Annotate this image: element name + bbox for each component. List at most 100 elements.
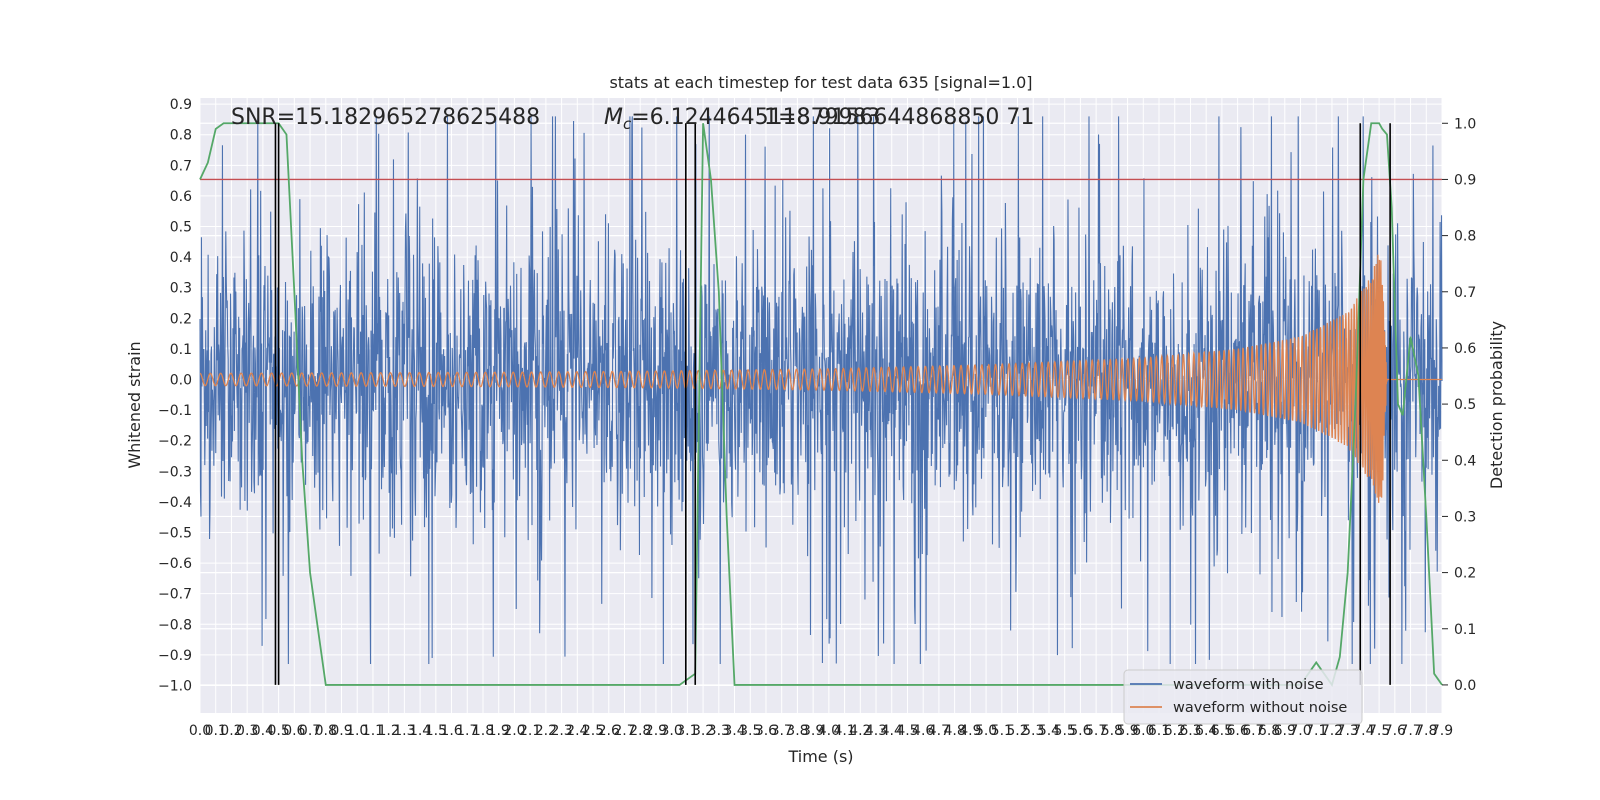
y-tick-label-left: −0.7 xyxy=(158,587,192,603)
y-tick-label-left: −0.3 xyxy=(158,464,192,480)
y-tick-label-left: 0.3 xyxy=(170,281,192,297)
x-tick-label: 6.4 xyxy=(1195,723,1217,739)
mc-annotation: Mc=6.124464511879983 xyxy=(604,105,881,133)
x-tick-label: 1.5 xyxy=(425,723,447,739)
x-tick-label: 7.7 xyxy=(1399,723,1421,739)
y-tick-label-right: 0.9 xyxy=(1454,172,1476,188)
mc-symbol: M xyxy=(604,105,623,130)
x-tick-label: 4.6 xyxy=(912,723,934,739)
x-tick-label: 3.0 xyxy=(661,723,683,739)
waveform-with-noise-line xyxy=(199,116,1443,665)
x-tick-label: 2.6 xyxy=(598,723,620,739)
y-axis-right-label: Detection probability xyxy=(1487,321,1506,489)
legend: waveform with noise waveform without noi… xyxy=(1123,669,1363,725)
x-tick-label: 6.2 xyxy=(1164,723,1186,739)
y-tick-label-left: 0.0 xyxy=(170,372,192,388)
x-tick-label: 7.9 xyxy=(1431,723,1453,739)
x-tick-label: 1.0 xyxy=(346,723,368,739)
x-tick-label: 5.2 xyxy=(1006,723,1028,739)
y-tick-label-right: 0.6 xyxy=(1454,341,1476,357)
y-tick-label-left: 0.1 xyxy=(170,342,192,358)
y-tick-label-left: −1.0 xyxy=(158,678,192,694)
x-tick-label: 3.9 xyxy=(802,723,824,739)
x-tick-label: 5.9 xyxy=(1116,723,1138,739)
x-tick-label: 0.6 xyxy=(283,723,305,739)
x-tick-label: 4.1 xyxy=(833,723,855,739)
y-tick-label-left: −0.1 xyxy=(158,403,192,419)
x-tick-label: 1.8 xyxy=(472,723,494,739)
x-tick-label: 3.1 xyxy=(676,723,698,739)
x-tick-label: 4.7 xyxy=(928,723,950,739)
x-tick-label: 0.5 xyxy=(267,723,289,739)
x-tick-label: 5.5 xyxy=(1054,723,1076,739)
x-axis-label: Time (s) xyxy=(787,747,853,766)
x-tick-label: 4.5 xyxy=(896,723,918,739)
x-tick-label: 2.1 xyxy=(519,723,541,739)
event-lines xyxy=(274,123,1391,685)
snr-annotation: SNR=15.182965278625488 xyxy=(231,105,540,130)
chart-title: stats at each timestep for test data 635… xyxy=(609,73,1032,92)
mc-subscript: c xyxy=(623,115,632,133)
y-tick-label-right: 0.1 xyxy=(1454,622,1476,638)
x-tick-label: 3.6 xyxy=(755,723,777,739)
x-tick-label: 6.6 xyxy=(1226,723,1248,739)
x-tick-label: 2.7 xyxy=(613,723,635,739)
legend-label-noisy: waveform with noise xyxy=(1173,677,1324,693)
legend-box xyxy=(1123,669,1363,725)
x-tick-label: 6.9 xyxy=(1274,723,1296,739)
x-tick-label: 4.3 xyxy=(865,723,887,739)
x-tick-label: 4.4 xyxy=(881,723,903,739)
x-tick-label: 2.4 xyxy=(566,723,588,739)
x-tick-label: 4.0 xyxy=(818,723,840,739)
x-tick-label: 6.3 xyxy=(1179,723,1201,739)
x-tick-label: 4.9 xyxy=(959,723,981,739)
x-tick-label: 1.2 xyxy=(378,723,400,739)
y-tick-label-right: 0.5 xyxy=(1454,397,1476,413)
x-tick-label: 7.5 xyxy=(1368,723,1390,739)
x-tick-label: 2.8 xyxy=(629,723,651,739)
y-tick-label-right: 0.8 xyxy=(1454,229,1476,245)
x-tick-label: 0.7 xyxy=(299,723,321,739)
y-axis-label: Whitened strain xyxy=(125,341,144,468)
y-tick-label-right: 0.2 xyxy=(1454,566,1476,582)
x-tick-label: 1.3 xyxy=(393,723,415,739)
x-tick-label: 1.4 xyxy=(409,723,431,739)
y-tick-label-left: 0.2 xyxy=(170,311,192,327)
x-tick-label: 0.2 xyxy=(220,723,242,739)
x-tick-label: 7.1 xyxy=(1305,723,1327,739)
y-axis-left-ticks: 0.9 0.8 0.7 0.6 0.5 0.4 0.3 0.2 0.1 0.0 −0.1 −0.2 −0… xyxy=(158,97,192,694)
x-tick-label: 3.7 xyxy=(771,723,793,739)
x-tick-label: 7.4 xyxy=(1352,723,1374,739)
x-tick-label: 3.2 xyxy=(692,723,714,739)
x-tick-label: 5.6 xyxy=(1069,723,1091,739)
x-tick-label: 5.8 xyxy=(1101,723,1123,739)
x-tick-label: 5.7 xyxy=(1085,723,1107,739)
y-tick-label-left: −0.9 xyxy=(158,648,192,664)
mc-overlap-annotation: 1=8.9156644868850 71 xyxy=(764,105,1034,130)
x-tick-label: 0.1 xyxy=(205,723,227,739)
x-tick-label: 5.4 xyxy=(1038,723,1060,739)
y-axis-right-ticks: 1.0 0.9 0.8 0.7 0.6 0.5 0.4 0.3 0.2 0.1 0.0 xyxy=(1442,116,1476,694)
x-tick-label: 6.5 xyxy=(1211,723,1233,739)
y-tick-label-left: −0.6 xyxy=(158,556,192,572)
x-tick-label: 5.1 xyxy=(991,723,1013,739)
legend-label-clean: waveform without noise xyxy=(1173,700,1347,716)
x-tick-label: 2.0 xyxy=(503,723,525,739)
x-tick-label: 7.6 xyxy=(1384,723,1406,739)
x-tick-label: 7.0 xyxy=(1289,723,1311,739)
x-tick-label: 7.3 xyxy=(1337,723,1359,739)
y-tick-label-right: 1.0 xyxy=(1454,116,1476,132)
y-tick-label-left: 0.4 xyxy=(170,250,192,266)
x-axis-ticks: 0.00.10.20.30.40.50.60.70.80.91.01.11.21… xyxy=(189,723,1453,739)
x-tick-label: 3.8 xyxy=(786,723,808,739)
y-tick-label-left: 0.5 xyxy=(170,220,192,236)
x-tick-label: 0.9 xyxy=(330,723,352,739)
y-tick-label-left: 0.9 xyxy=(170,97,192,113)
x-tick-label: 0.8 xyxy=(315,723,337,739)
x-tick-label: 2.3 xyxy=(550,723,572,739)
x-tick-label: 5.0 xyxy=(975,723,997,739)
x-tick-label: 0.0 xyxy=(189,723,211,739)
x-tick-label: 2.2 xyxy=(535,723,557,739)
y-tick-label-right: 0.4 xyxy=(1454,453,1476,469)
